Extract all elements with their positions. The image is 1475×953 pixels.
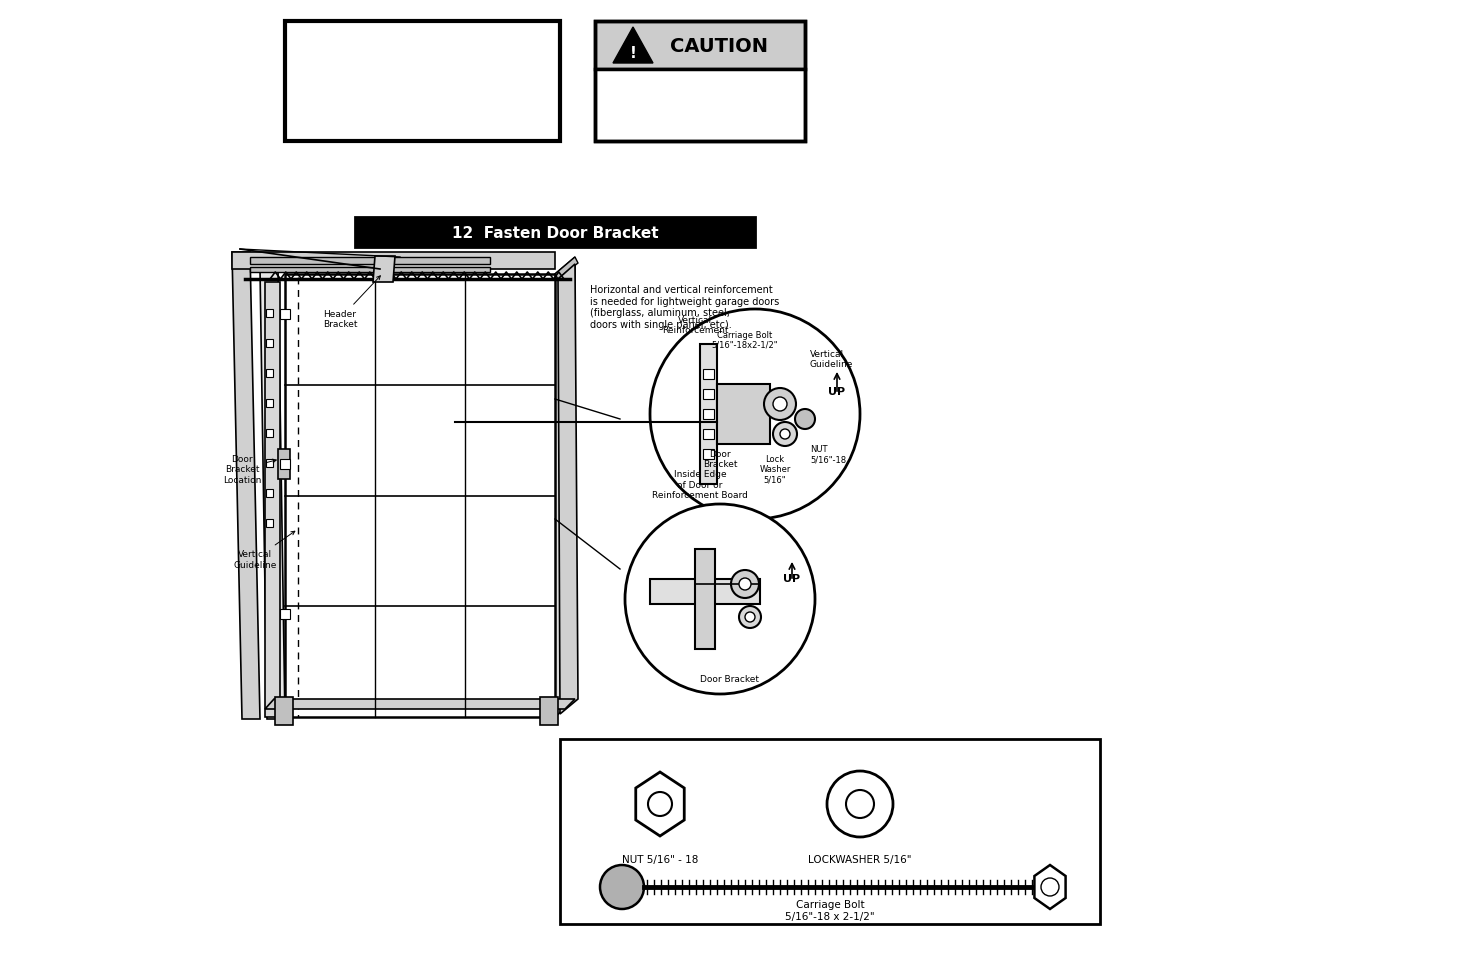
Polygon shape xyxy=(266,700,575,709)
Bar xyxy=(266,370,273,377)
Text: Vertical
Guideline: Vertical Guideline xyxy=(810,350,854,369)
Bar xyxy=(274,698,294,725)
Bar xyxy=(280,310,291,319)
Polygon shape xyxy=(260,270,285,720)
Circle shape xyxy=(795,410,816,430)
Polygon shape xyxy=(232,253,260,720)
Bar xyxy=(277,450,291,479)
Bar xyxy=(540,698,558,725)
Polygon shape xyxy=(249,268,490,273)
Text: Horizontal and vertical reinforcement
is needed for lightweight garage doors
(fi: Horizontal and vertical reinforcement is… xyxy=(590,285,779,330)
Circle shape xyxy=(739,578,751,590)
Polygon shape xyxy=(373,256,395,283)
Polygon shape xyxy=(636,772,684,836)
Circle shape xyxy=(600,865,645,909)
Polygon shape xyxy=(695,550,715,649)
Polygon shape xyxy=(555,257,578,280)
Bar xyxy=(594,22,805,70)
Bar xyxy=(285,22,560,142)
Polygon shape xyxy=(558,265,578,714)
Circle shape xyxy=(732,571,760,598)
Bar xyxy=(704,450,714,459)
Text: Vertical
Reinforcement: Vertical Reinforcement xyxy=(662,315,729,335)
Circle shape xyxy=(773,397,788,412)
Text: Header
Bracket: Header Bracket xyxy=(323,276,381,329)
Bar xyxy=(266,310,273,317)
Bar xyxy=(266,519,273,527)
Polygon shape xyxy=(1034,865,1065,909)
Text: UP: UP xyxy=(783,574,801,583)
Bar xyxy=(594,70,805,142)
Polygon shape xyxy=(266,283,280,718)
Bar xyxy=(280,459,291,470)
Bar xyxy=(560,740,1100,924)
Polygon shape xyxy=(650,579,760,604)
Text: Door Bracket: Door Bracket xyxy=(701,675,760,683)
Text: Door
Bracket
Location: Door Bracket Location xyxy=(223,455,276,484)
Circle shape xyxy=(773,422,796,447)
Polygon shape xyxy=(232,253,555,270)
Circle shape xyxy=(739,606,761,628)
Text: !: ! xyxy=(630,47,636,61)
Circle shape xyxy=(1041,878,1059,896)
Circle shape xyxy=(827,771,892,837)
Polygon shape xyxy=(249,257,490,265)
Bar xyxy=(704,370,714,379)
Bar xyxy=(266,430,273,437)
Circle shape xyxy=(847,790,875,818)
Text: NUT 5/16" - 18: NUT 5/16" - 18 xyxy=(622,854,698,864)
Text: Vertical
Guideline: Vertical Guideline xyxy=(233,532,295,569)
Circle shape xyxy=(625,504,816,695)
Bar xyxy=(285,274,555,718)
Bar xyxy=(266,459,273,468)
Bar xyxy=(280,609,291,619)
Circle shape xyxy=(764,389,797,420)
Text: UP: UP xyxy=(829,387,845,396)
Text: 12  Fasten Door Bracket: 12 Fasten Door Bracket xyxy=(451,225,658,240)
Bar xyxy=(704,430,714,439)
Circle shape xyxy=(648,792,673,816)
Bar xyxy=(266,339,273,348)
Bar xyxy=(704,410,714,419)
Circle shape xyxy=(650,310,860,519)
Polygon shape xyxy=(717,385,770,444)
Polygon shape xyxy=(701,345,717,484)
Text: Carriage Bolt
5/16"-18 x 2-1/2": Carriage Bolt 5/16"-18 x 2-1/2" xyxy=(785,899,875,921)
Text: Inside Edge
of Door or
Reinforcement Board: Inside Edge of Door or Reinforcement Boa… xyxy=(652,470,748,499)
Text: CAUTION: CAUTION xyxy=(670,36,768,55)
Bar xyxy=(266,490,273,497)
Text: LOCKWASHER 5/16": LOCKWASHER 5/16" xyxy=(808,854,912,864)
Circle shape xyxy=(745,613,755,622)
Polygon shape xyxy=(555,257,575,718)
Bar xyxy=(704,390,714,399)
Bar xyxy=(355,218,755,248)
Bar xyxy=(266,399,273,408)
Text: Door
Bracket: Door Bracket xyxy=(702,450,738,469)
Polygon shape xyxy=(614,28,653,64)
Circle shape xyxy=(780,430,791,439)
Text: Lock
Washer
5/16": Lock Washer 5/16" xyxy=(760,455,791,484)
Text: Carriage Bolt
5/16"-18x2-1/2": Carriage Bolt 5/16"-18x2-1/2" xyxy=(712,331,779,350)
Text: NUT
5/16"-18: NUT 5/16"-18 xyxy=(810,444,847,464)
Bar xyxy=(594,22,805,142)
